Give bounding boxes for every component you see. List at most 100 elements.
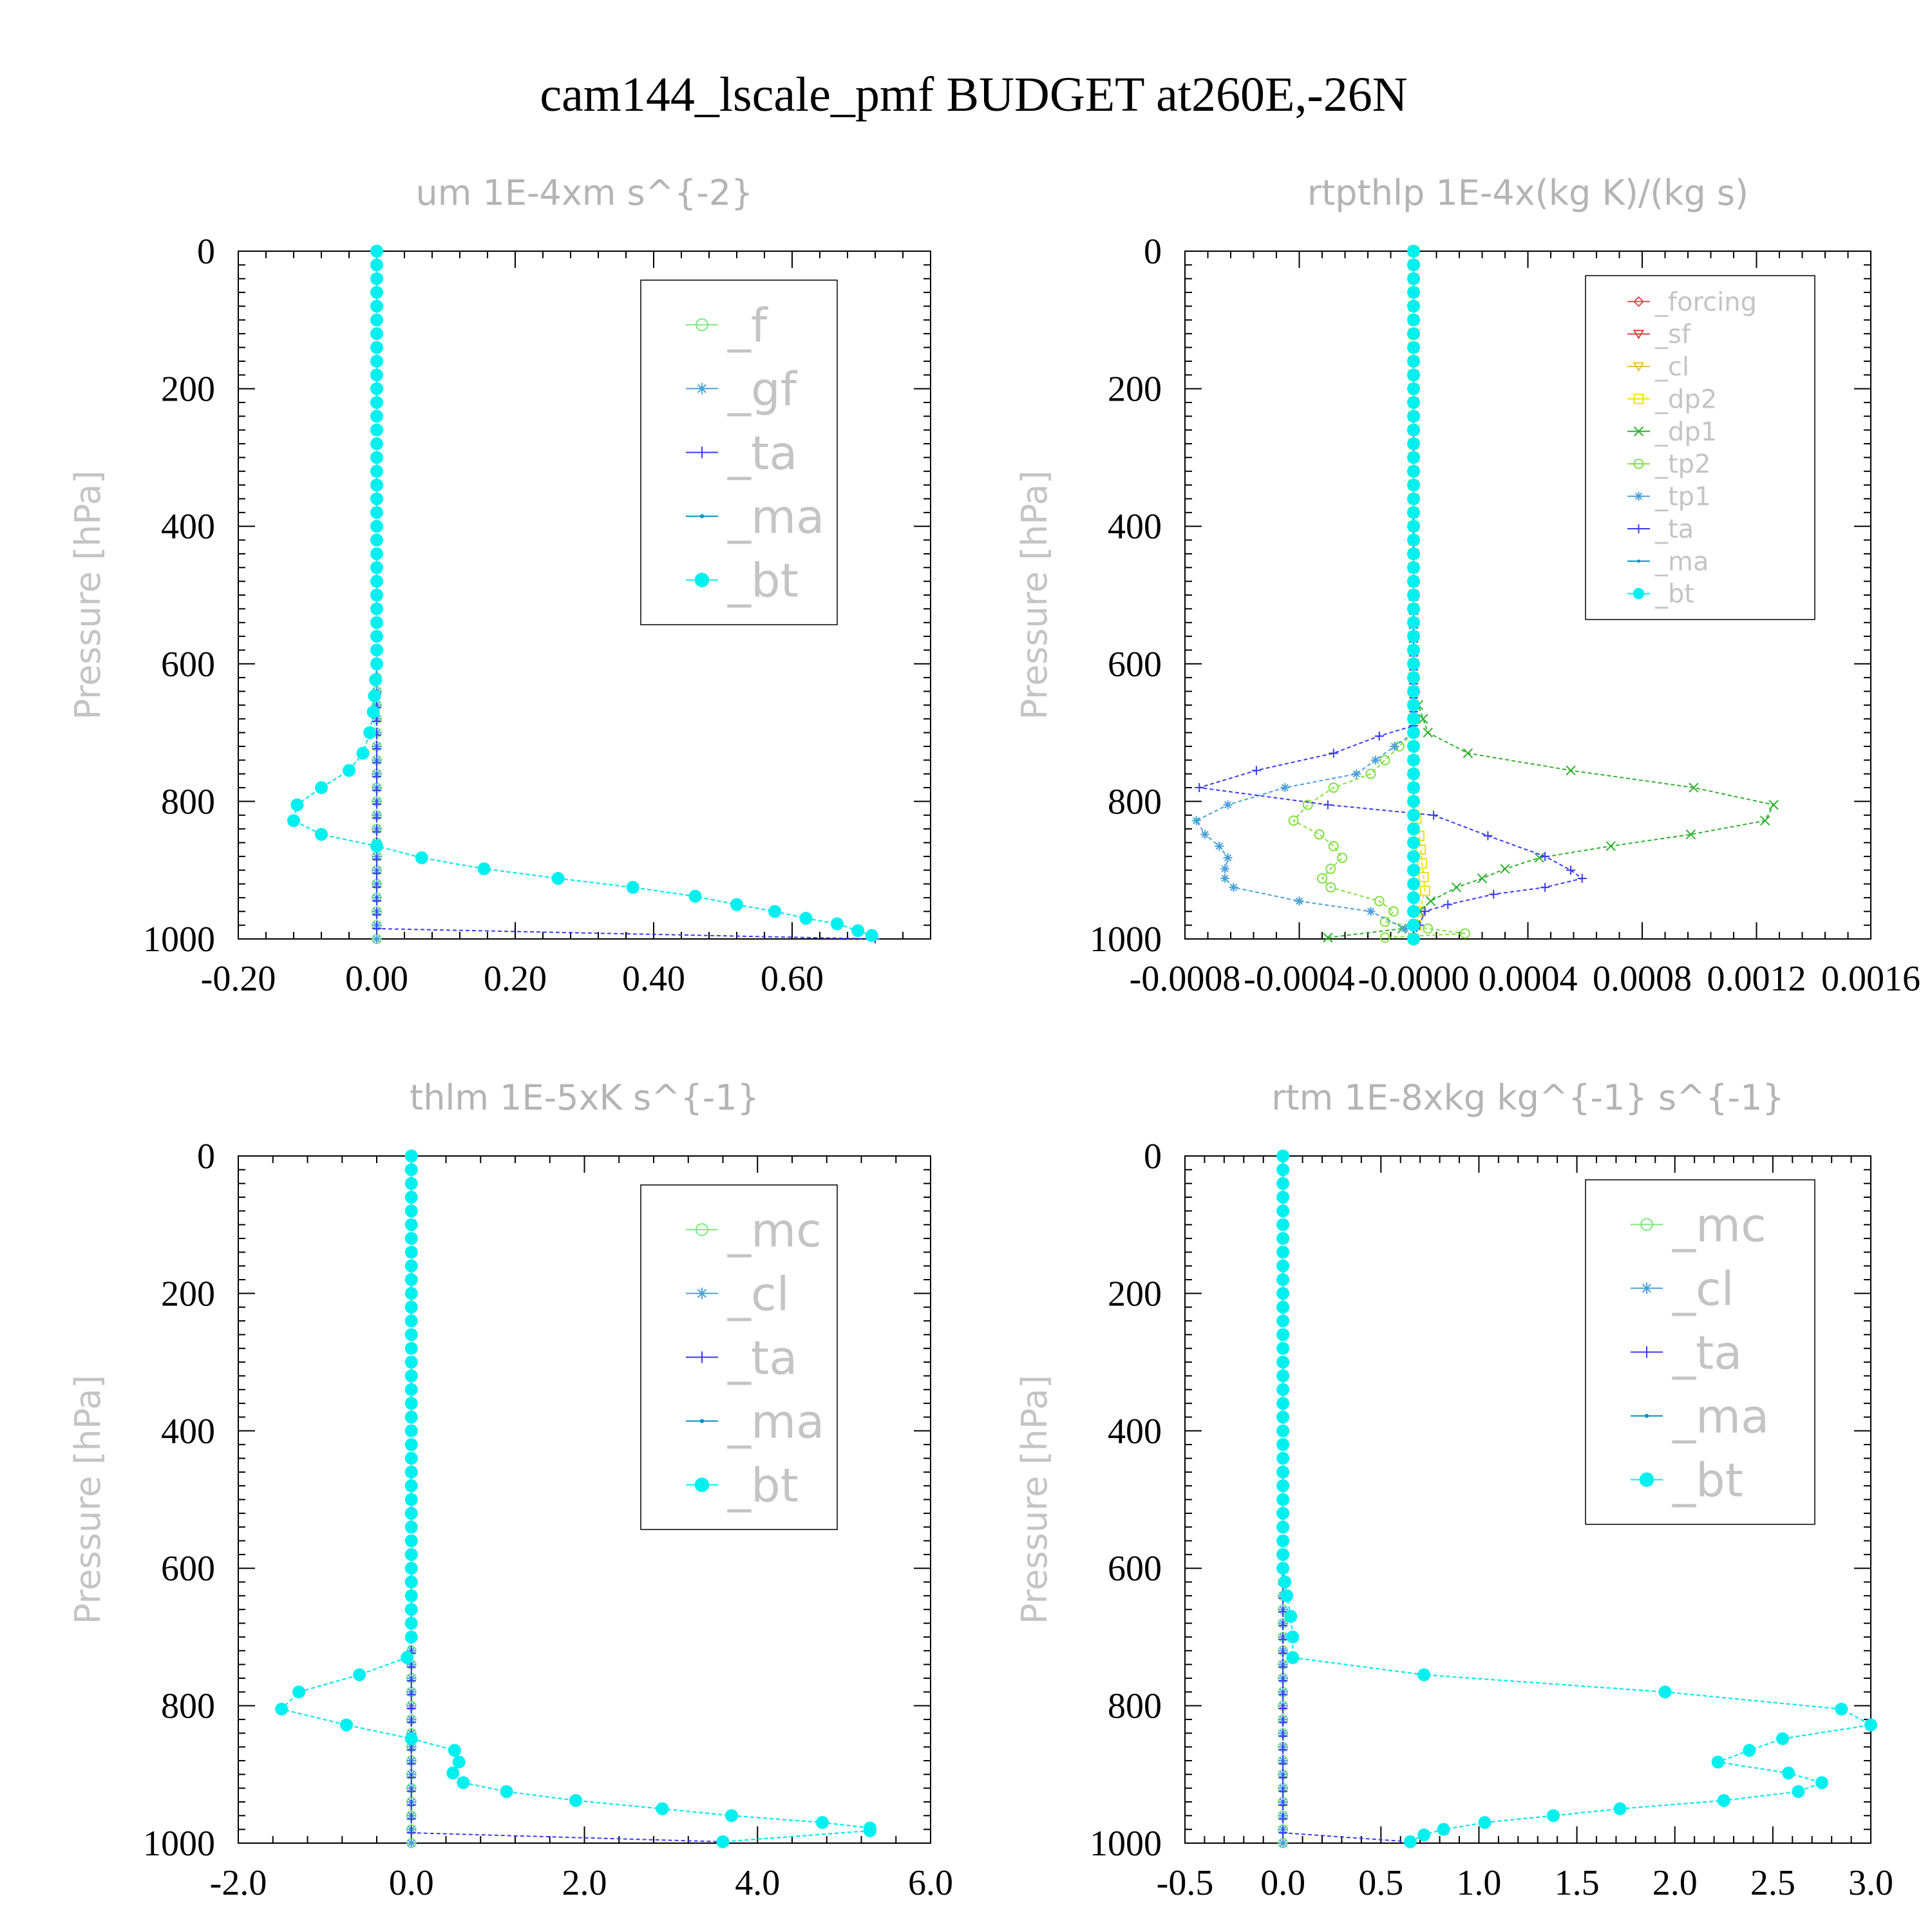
data-point [1613,1802,1627,1815]
data-point [1223,800,1233,810]
data-point [1407,836,1420,849]
data-point [1278,1839,1288,1848]
data-point [370,478,383,492]
data-point [275,1702,289,1716]
data-point [1278,1662,1288,1672]
data-point [1443,900,1453,909]
data-point [1407,533,1420,547]
data-point [1407,354,1420,368]
series-line [292,251,872,936]
legend-marker [1633,362,1645,372]
data-point [816,1815,829,1829]
x-tick-label: 2.0 [1653,1863,1698,1903]
data-point [1685,829,1696,840]
data-point [1200,829,1210,839]
x-tick-label: -2.0 [210,1863,267,1903]
data-point [368,689,381,703]
legend-marker [694,1477,710,1492]
legend-label: _mc [727,1203,822,1257]
y-tick-label: 1000 [143,920,215,960]
data-point [343,764,355,777]
data-point [1276,1177,1290,1190]
data-point [1540,851,1550,861]
data-point [1451,882,1462,893]
data-point [1423,923,1434,934]
data-point [406,1676,416,1686]
data-point [1278,1621,1288,1631]
data-point [1407,258,1420,272]
legend-marker [696,383,708,395]
data-point [1407,616,1420,629]
data-point [370,437,383,451]
data-point [863,1824,876,1837]
data-point [1276,1534,1290,1548]
data-point [1278,1634,1288,1644]
data-point [1407,781,1420,795]
data-point [370,382,383,395]
data-point [1278,1690,1288,1700]
data-point [1229,882,1238,892]
legend-marker [1637,559,1640,563]
data-point [1760,815,1770,826]
data-point [716,1835,730,1848]
data-point [401,1651,414,1664]
data-point [1407,451,1420,464]
data-point [1605,841,1616,851]
data-point [370,245,383,258]
data-point [404,1287,418,1300]
data-point [1276,1259,1290,1273]
data-point [1276,1506,1290,1520]
data-point [1328,840,1339,851]
data-point [372,869,381,878]
data-point [315,828,328,841]
data-point [1276,1273,1290,1287]
data-point [372,910,381,920]
data-point [1278,1801,1288,1810]
data-point [1477,873,1488,884]
y-tick-label: 400 [1108,1412,1162,1452]
data-point [626,880,639,894]
legend-marker [1633,587,1645,600]
legend-label: _ta [727,426,797,480]
data-point [404,1479,418,1493]
data-point [370,492,383,506]
data-point [404,1548,418,1561]
data-point [446,1766,460,1780]
data-point [1407,808,1420,822]
data-point [1276,1424,1290,1437]
legend-marker [696,446,708,459]
panel-title: um 1E-4xm s^{-2} [416,173,753,213]
y-tick-label: 0 [197,232,215,272]
data-point [404,1424,418,1437]
data-point [404,1341,418,1355]
data-point [1407,313,1420,327]
legend-box [640,1184,838,1530]
data-point [404,1245,418,1259]
data-point [404,1232,418,1245]
data-point [1278,1745,1288,1755]
data-point [830,917,844,931]
data-point [1329,748,1338,758]
data-point [1284,1609,1298,1623]
data-point [452,1756,466,1769]
x-tick-label: 0.0012 [1707,959,1806,999]
data-point [372,758,381,768]
data-point [1403,1835,1417,1848]
data-point [477,862,491,876]
data-point [865,929,878,942]
data-point [1276,1493,1290,1506]
data-point [1418,714,1428,724]
data-point [1459,928,1470,939]
data-point [404,1732,418,1745]
y-axis-label: Pressure [hPa] [1014,470,1055,719]
x-tick-label: -0.20 [201,959,276,999]
data-point [1407,822,1420,836]
data-point [1278,1786,1288,1796]
data-point [372,896,381,906]
data-point [404,1452,418,1465]
data-point [370,520,383,533]
y-tick-label: 800 [161,1687,215,1727]
data-point [404,1575,418,1589]
data-point [404,1520,418,1534]
data-point [1276,1356,1290,1369]
